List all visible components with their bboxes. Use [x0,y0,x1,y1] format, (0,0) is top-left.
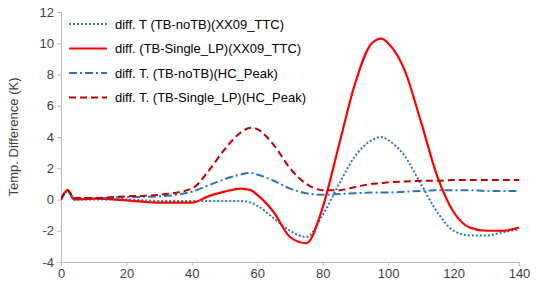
chart: 0 20 40 60 80 100 120 140 -4 -2 0 2 4 6 8 10 12 diff. T (… [0,0,540,286]
tick: 120 [443,262,465,281]
legend-item: diff. (TB-Single_LP)(XX09_TTC) [69,41,301,56]
x-axis: 0 20 40 60 80 100 120 140 [58,262,530,281]
tick-mark [57,137,61,138]
tick-mark [57,231,61,232]
legend-label: diff. (TB-Single_LP)(XX09_TTC) [115,41,301,56]
tick-label: 120 [443,266,465,281]
tick-label: 0 [47,192,54,207]
tick: 2 [47,161,61,176]
tick-mark [57,168,61,169]
tick-label: 8 [47,67,54,82]
tick-label: -2 [42,223,54,238]
tick-label: 40 [185,266,199,281]
tick: 100 [378,262,400,281]
tick-label: 4 [47,130,54,145]
tick: 12 [40,5,61,20]
tick: 20 [120,262,134,281]
tick: 6 [47,98,61,113]
tick: 60 [251,262,265,281]
tick-label: 12 [40,5,54,20]
tick-mark [57,43,61,44]
tick: 40 [185,262,199,281]
tick-mark [57,75,61,76]
tick-label: 80 [316,266,330,281]
tick-mark [57,200,61,201]
lines [61,39,519,244]
legend-label: diff. T. (TB-Single_LP)(HC_Peak) [115,90,306,105]
tick-label: -4 [42,255,54,270]
plot: 0 20 40 60 80 100 120 140 -4 -2 0 2 4 6 8 10 12 diff. T (… [40,5,531,282]
legend: diff. T (TB-noTB)(XX09_TTC) diff. (TB-Sin… [69,17,306,106]
legend-item: diff. T. (TB-noTB)(HC_Peak) [69,66,278,81]
legend-item: diff. T. (TB-Single_LP)(HC_Peak) [69,90,306,105]
legend-swatch [69,23,107,25]
tick-label: 6 [47,98,54,113]
legend-label: diff. T (TB-noTB)(XX09_TTC) [115,17,284,32]
tick-label: 60 [251,266,265,281]
tick: 140 [509,262,531,281]
tick-mark [57,12,61,13]
tick: 4 [47,130,61,145]
tick-label: 140 [509,266,531,281]
legend-swatch [69,48,107,50]
legend-swatch [69,97,107,99]
y-axis: -4 -2 0 2 4 6 8 10 12 [40,5,62,270]
tick: 80 [316,262,330,281]
tick: -2 [42,223,61,238]
tick-mark [57,262,61,263]
tick-label: 10 [40,36,54,51]
series-line [61,137,519,237]
tick-label: 100 [378,266,400,281]
tick: 0 [47,192,61,207]
legend-label: diff. T. (TB-noTB)(HC_Peak) [115,66,278,81]
tick: 10 [40,36,61,51]
tick: 0 [58,262,65,281]
tick-label: 20 [120,266,134,281]
legend-swatch [69,72,107,74]
tick: -4 [42,255,61,270]
y-axis-title: Temp. Difference (K) [6,78,21,197]
series-line [61,39,519,244]
legend-item: diff. T (TB-noTB)(XX09_TTC) [69,17,284,32]
tick: 8 [47,67,61,82]
series-line [61,128,519,200]
tick-label: 0 [58,266,65,281]
y-axis-line [57,13,62,263]
tick-label: 2 [47,161,54,176]
tick-mark [57,106,61,107]
